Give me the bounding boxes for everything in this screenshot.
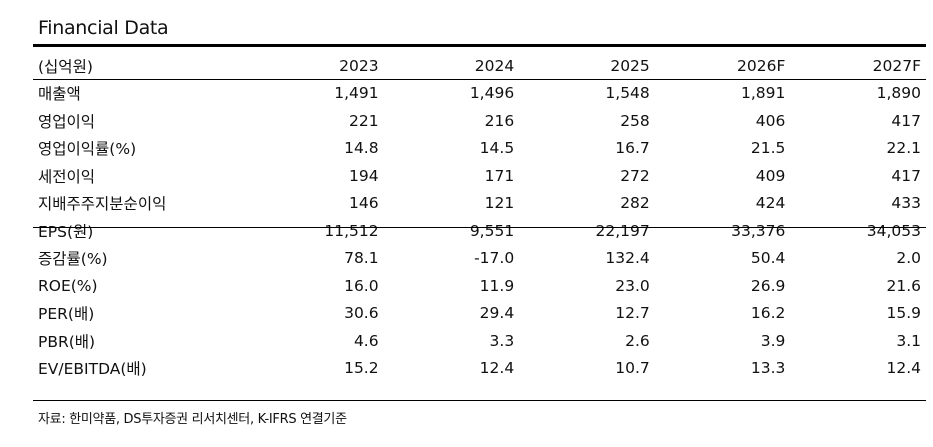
table-cell: 21.5 [750,139,786,158]
table-cell: 2.6 [625,331,650,350]
row-label: PER(배) [38,305,95,324]
table-cell: 2.0 [896,249,921,268]
table-cell: 11.9 [479,276,515,295]
table-cell: 1,891 [741,84,786,103]
table-cell: 10.7 [615,359,650,378]
column-header-2026f: 2026F [737,56,786,75]
table-cell: 12.4 [479,359,515,378]
table-cell: 29.4 [479,304,515,323]
table-cell: 11,512 [324,221,379,240]
table-cell: 1,491 [334,84,379,103]
table-cell: 15.9 [886,304,921,323]
table-cell: 21.6 [886,276,921,295]
table-cell: 171 [484,166,515,185]
table-cell: 417 [891,166,921,185]
row-label: 세전이익 [38,167,96,186]
table-bottom-rule [33,400,926,401]
header-divider [33,79,926,80]
table-header-row: (십억원) 2023 2024 2025 2026F 2027F [33,52,926,80]
table-row: 매출액 1,491 1,496 1,548 1,891 1,890 [33,80,926,108]
table-cell: 1,548 [605,84,650,103]
table-row: ROE(%) 16.0 11.9 23.0 26.9 21.6 [33,272,926,300]
table-cell: 14.8 [344,139,379,158]
column-header-2024: 2024 [474,56,515,75]
row-label: 증감률(%) [38,250,108,269]
table-row: PER(배) 30.6 29.4 12.7 16.2 15.9 [33,300,926,328]
row-label: ROE(%) [38,276,98,295]
table-cell: 22.1 [886,139,921,158]
table-cell: 9,551 [469,221,515,240]
table-cell: 424 [755,194,786,213]
table-cell: 26.9 [750,276,786,295]
table-row: 지배주주지분순이익 146 121 282 424 433 [33,190,926,218]
table-row: 세전이익 194 171 272 409 417 [33,162,926,190]
table-cell: 1,496 [469,84,515,103]
table-cell: 33,376 [731,221,786,240]
table-cell: 22,197 [595,221,650,240]
table-title: Financial Data [38,17,169,39]
row-label: 매출액 [38,85,81,104]
table-cell: 13.3 [750,359,786,378]
table-cell: 3.1 [896,331,921,350]
table-cell: 4.6 [353,331,379,350]
section-divider [33,227,926,228]
table-cell: 216 [484,111,515,130]
table-cell: 15.2 [344,359,379,378]
column-header-2027f: 2027F [872,56,921,75]
table-body: 매출액 1,491 1,496 1,548 1,891 1,890 영업이익 221 216 25… [33,80,926,383]
row-label: EPS(원) [38,222,94,241]
table-cell: 50.4 [750,249,786,268]
table-cell: 258 [620,111,650,130]
table-cell: 121 [484,194,515,213]
table-cell: 433 [891,194,921,213]
table-cell: 23.0 [615,276,650,295]
table-row: EPS(원) 11,512 9,551 22,197 33,376 34,053 [33,217,926,245]
table-row: EV/EBITDA(배) 15.2 12.4 10.7 13.3 12.4 [33,355,926,383]
row-label: 영업이익률(%) [38,140,137,159]
table-row: PBR(배) 4.6 3.3 2.6 3.9 3.1 [33,327,926,355]
table-cell: 282 [620,194,650,213]
row-label: PBR(배) [38,332,96,351]
financial-data-table: (십억원) 2023 2024 2025 2026F 2027F 매출액 1,49… [33,52,926,382]
row-label: 영업이익 [38,112,96,131]
table-cell: 406 [755,111,786,130]
table-cell: 16.0 [344,276,379,295]
table-row: 영업이익률(%) 14.8 14.5 16.7 21.5 22.1 [33,135,926,163]
table-cell: 3.9 [760,331,786,350]
table-row: 영업이익 221 216 258 406 417 [33,107,926,135]
title-divider [33,44,926,47]
row-label: EV/EBITDA(배) [38,360,147,379]
row-label: 지배주주지분순이익 [38,195,167,214]
table-cell: 132.4 [605,249,650,268]
table-cell: 417 [891,111,921,130]
table-cell: 16.7 [615,139,650,158]
table-cell: 16.2 [750,304,786,323]
unit-header: (십억원) [38,57,93,76]
table-cell: 14.5 [479,139,515,158]
table-cell: 409 [755,166,786,185]
source-note: 자료: 한미약품, DS투자증권 리서치센터, K-IFRS 연결기준 [38,412,347,427]
table-cell: 272 [620,166,650,185]
table-cell: 30.6 [344,304,379,323]
table-cell: 12.7 [615,304,650,323]
table-cell: 12.4 [886,359,921,378]
column-header-2023: 2023 [339,56,379,75]
table-cell: 146 [349,194,379,213]
table-cell: -17.0 [474,249,515,268]
table-cell: 78.1 [344,249,379,268]
table-cell: 221 [349,111,379,130]
table-cell: 34,053 [866,221,921,240]
table-row: 증감률(%) 78.1 -17.0 132.4 50.4 2.0 [33,245,926,273]
table-cell: 3.3 [489,331,515,350]
table-cell: 194 [349,166,379,185]
column-header-2025: 2025 [610,56,650,75]
table-cell: 1,890 [876,84,921,103]
